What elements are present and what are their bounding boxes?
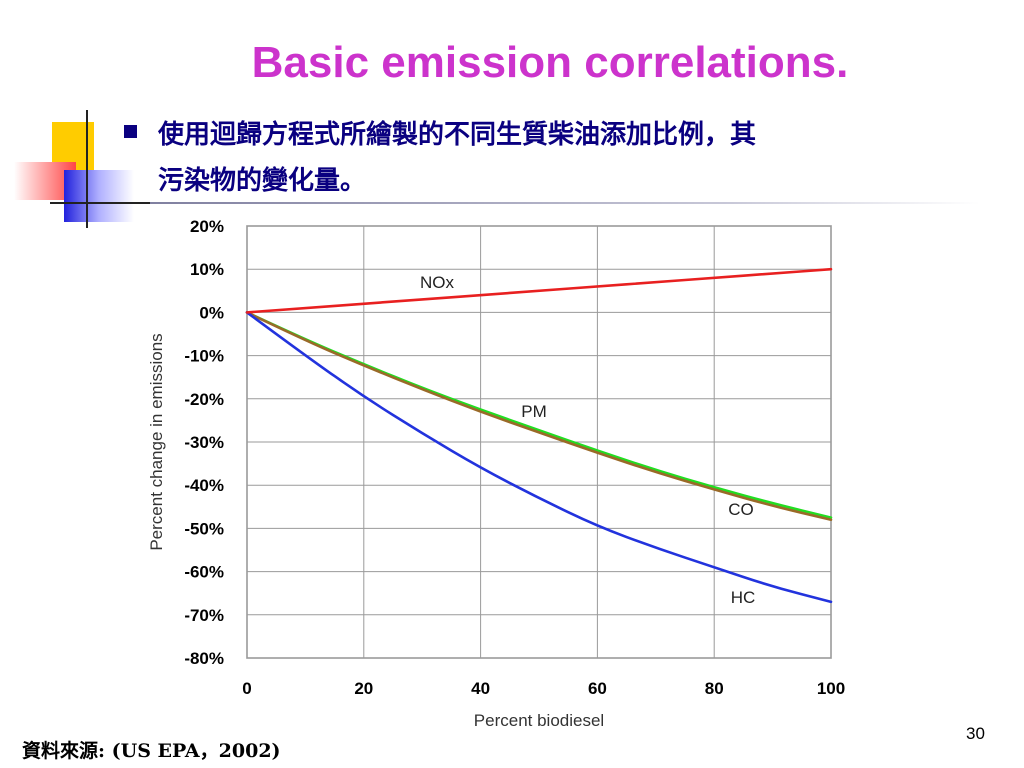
bullet-square-icon	[124, 125, 137, 138]
x-tick-label: 40	[471, 679, 490, 698]
series-label-hc: HC	[731, 588, 756, 607]
series-line-co	[245, 311, 833, 522]
y-tick-label: 20%	[190, 217, 224, 236]
series-line-nox	[245, 267, 833, 314]
source-prefix: 資料來源	[22, 740, 99, 762]
source-citation: 資料來源: (US EPA，2002)	[22, 736, 281, 763]
chart-grid	[246, 225, 832, 659]
bullet-line-1: 使用迴歸方程式所繪製的不同生質柴油添加比例，其	[158, 120, 757, 150]
x-tick-label: 0	[242, 679, 251, 698]
chart-series	[245, 267, 833, 604]
title-divider	[150, 202, 980, 204]
decorative-blue-square	[64, 170, 134, 222]
y-tick-label: -30%	[184, 433, 224, 452]
y-tick-label: -10%	[184, 347, 224, 366]
decorative-vertical-line	[86, 110, 88, 228]
series-label-co: CO	[728, 500, 754, 519]
x-tick-label: 80	[705, 679, 724, 698]
y-tick-label: 10%	[190, 260, 224, 279]
slide-title: Basic emission correlations.	[251, 38, 849, 87]
y-tick-label: -20%	[184, 390, 224, 409]
page-number: 30	[966, 724, 985, 743]
y-axis-title: Percent change in emissions	[147, 333, 166, 550]
decorative-horizontal-line	[50, 202, 152, 204]
y-tick-label: -40%	[184, 476, 224, 495]
x-tick-label: 100	[817, 679, 845, 698]
y-tick-label: 0%	[199, 303, 224, 322]
bullet-line-2: 污染物的變化量。	[158, 166, 367, 196]
source-detail: : (US EPA，2002)	[98, 740, 281, 762]
y-tick-label: -60%	[184, 563, 224, 582]
chart-labels: 20% 10% 0% -10% -20% -30% -40% -50% -60% -70% -80%…	[147, 217, 845, 730]
y-tick-label: -70%	[184, 606, 224, 625]
bullet-text: 使用迴歸方程式所繪製的不同生質柴油添加比例，其 污染物的變化量。	[158, 112, 958, 204]
x-tick-label: 20	[354, 679, 373, 698]
x-axis-title: Percent biodiesel	[474, 711, 604, 730]
x-tick-label: 60	[588, 679, 607, 698]
series-label-nox: NOx	[420, 273, 455, 292]
y-tick-label: -50%	[184, 519, 224, 538]
series-label-pm: PM	[521, 402, 547, 421]
series-line-hc	[245, 311, 833, 604]
y-tick-label: -80%	[184, 649, 224, 668]
